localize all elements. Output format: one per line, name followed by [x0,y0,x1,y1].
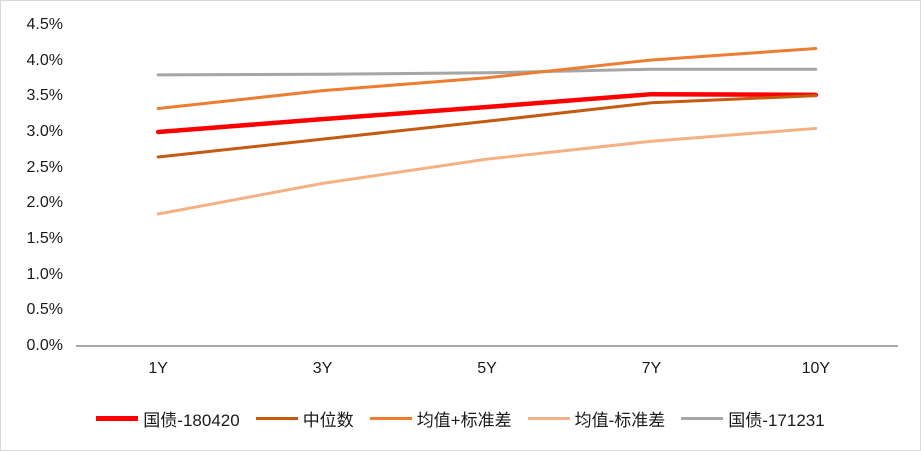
y-axis-tick-label: 2.5% [26,158,63,176]
y-axis-tick-label: 4.5% [26,16,63,33]
y-axis-tick-label: 3.5% [26,87,63,105]
series-line-3 [156,126,818,216]
y-axis-tick-label: 0.0% [26,337,63,354]
y-axis-tick-label: 2.0% [26,194,63,212]
y-axis-tick-label: 4.0% [26,51,63,69]
legend-item: 国债-180420 [96,406,240,431]
series-line-4 [156,67,818,77]
legend-item: 均值-标准差 [527,406,666,431]
x-axis-tick-label: 7Y [641,360,662,377]
legend-label: 均值-标准差 [574,411,666,430]
legend-item: 中位数 [255,406,354,431]
legend-item: 国债-171231 [681,406,825,431]
y-axis-tick-label: 0.5% [26,301,63,319]
y-axis-tick-label: 3.0% [26,123,63,140]
legend-line-swatch [527,417,570,420]
legend-label: 国债-171231 [728,411,825,430]
legend-line-swatch [96,416,139,421]
y-axis-tick-label: 1.0% [26,265,63,283]
legend-label: 中位数 [302,411,354,430]
legend: 国债-180420 中位数 均值+标准差 均值-标准差 国债-171231 [1,406,920,431]
x-axis-tick-label: 1Y [148,360,168,377]
x-axis-tick-label: 10Y [801,360,831,377]
legend-label: 国债-180420 [143,411,240,430]
series-line-0 [155,91,819,135]
y-axis-tick-label: 1.5% [26,230,63,247]
x-axis-tick-label: 3Y [312,360,333,377]
legend-label: 均值+标准差 [416,411,512,430]
series-line-1 [156,94,818,159]
series-line-2 [156,47,818,110]
legend-line-swatch [255,417,298,420]
legend-item: 均值+标准差 [369,406,512,431]
legend-line-swatch [681,417,724,420]
x-axis-tick-label: 5Y [477,360,497,377]
legend-line-swatch [369,417,412,420]
